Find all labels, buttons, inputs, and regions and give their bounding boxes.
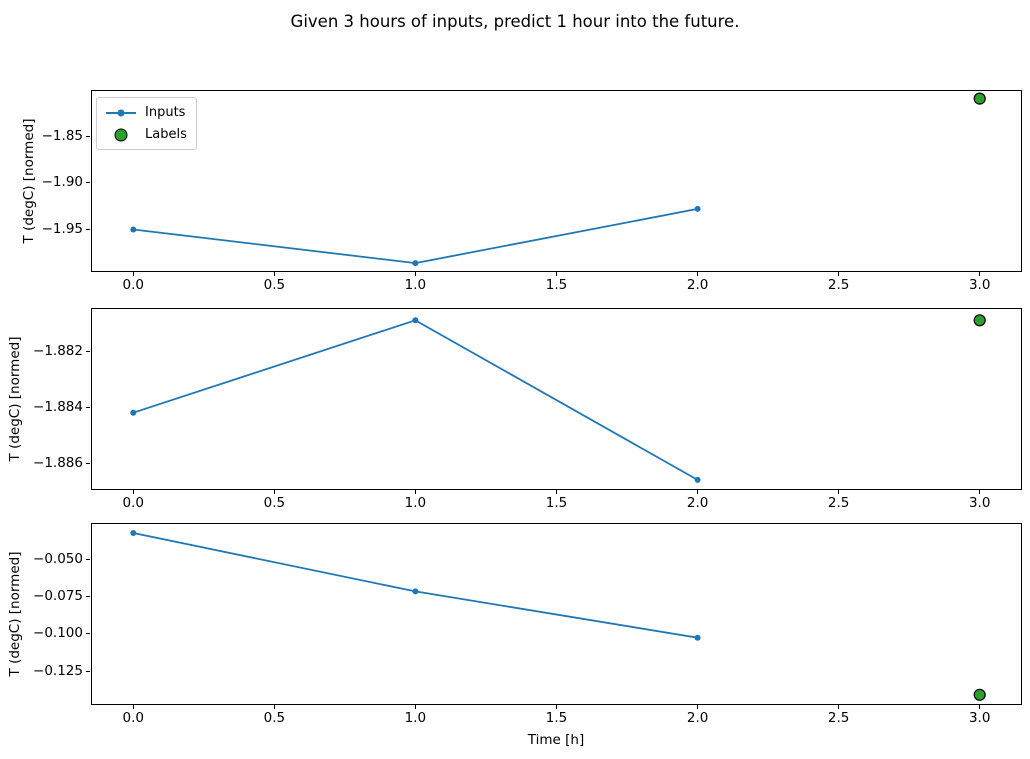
y-tick-mark	[86, 670, 90, 672]
subplot-1-plot	[130, 92, 986, 267]
y-tick-mark	[86, 350, 90, 352]
subplot-3-plot	[130, 530, 986, 701]
y-tick-label: −0.050	[33, 550, 83, 567]
x-tick-mark	[979, 272, 981, 276]
x-tick-mark	[132, 490, 134, 494]
x-tick-label: 1.0	[404, 710, 427, 726]
legend-item-labels: Labels	[106, 125, 187, 144]
y-tick-label: −0.100	[33, 625, 83, 642]
x-tick-label: 1.5	[545, 277, 568, 293]
legend-label-labels: Labels	[145, 127, 187, 142]
y-tick-mark	[86, 182, 90, 184]
subplot-1-frame	[91, 90, 1022, 272]
inputs-marker-icon	[117, 109, 125, 116]
x-tick-mark	[979, 705, 981, 709]
x-tick-mark	[979, 490, 981, 494]
legend: Inputs Labels	[96, 97, 197, 150]
y-tick-label: −1.90	[41, 174, 83, 191]
x-tick-mark	[414, 705, 416, 709]
x-tick-label: 1.5	[545, 495, 568, 511]
labels-point	[973, 92, 986, 105]
y-tick-mark	[86, 633, 90, 635]
x-tick-label: 0.0	[122, 277, 145, 293]
figure-title: Given 3 hours of inputs, predict 1 hour …	[290, 12, 740, 31]
inputs-point	[412, 588, 419, 595]
x-tick-mark	[838, 490, 840, 494]
subplot-2-frame	[91, 308, 1022, 490]
y-tick-label: −0.075	[33, 587, 83, 604]
y-tick-label: −0.125	[33, 662, 83, 679]
subplot-2: T (degC) [normed] 0.0 0.5 1.0 1.5 2.0 2.5 3.0−…	[7, 308, 1022, 511]
x-tick-mark	[697, 705, 699, 709]
inputs-point	[412, 317, 419, 324]
labels-marker-sample-icon	[106, 128, 136, 141]
subplot-3-ylabel: T (degC) [normed]	[7, 551, 23, 677]
x-tick-mark	[132, 705, 134, 709]
labels-point	[973, 314, 986, 327]
x-tick-label: 0.0	[122, 495, 145, 511]
x-tick-label: 1.0	[404, 495, 427, 511]
y-tick-mark	[86, 595, 90, 597]
inputs-point	[130, 226, 137, 233]
inputs-point	[694, 634, 701, 641]
x-tick-label: 0.0	[122, 710, 145, 726]
x-tick-label: 3.0	[968, 495, 991, 511]
y-tick-label: −1.85	[41, 127, 83, 144]
x-tick-label: 1.5	[545, 710, 568, 726]
x-tick-label: 2.0	[686, 495, 709, 511]
x-tick-label: 2.5	[827, 277, 850, 293]
labels-circle-icon	[114, 128, 128, 141]
legend-item-inputs: Inputs	[106, 103, 187, 122]
subplot-3: T (degC) [normed] Time [h] 0.0 0.5 1.0 1.5 2…	[7, 523, 1022, 748]
x-tick-mark	[697, 272, 699, 276]
x-tick-label: 2.0	[686, 277, 709, 293]
inputs-point	[130, 530, 137, 536]
inputs-point	[694, 205, 701, 212]
y-tick-label: −1.882	[33, 342, 83, 359]
x-tick-mark	[273, 490, 275, 494]
inputs-line	[133, 532, 698, 639]
x-tick-mark	[132, 272, 134, 276]
inputs-line-sample-icon	[106, 107, 136, 119]
x-tick-mark	[273, 272, 275, 276]
x-tick-label: 3.0	[968, 277, 991, 293]
x-tick-label: 0.5	[263, 277, 286, 293]
y-tick-mark	[86, 229, 90, 230]
x-tick-mark	[556, 705, 557, 709]
y-tick-mark	[86, 406, 90, 408]
x-tick-label: 2.5	[827, 710, 850, 726]
labels-point	[973, 688, 986, 701]
y-tick-label: −1.886	[33, 454, 83, 471]
y-tick-mark	[86, 558, 90, 560]
x-tick-mark	[414, 490, 416, 494]
inputs-point	[412, 260, 419, 267]
y-tick-mark	[86, 135, 90, 137]
subplot-1: T (degC) [normed] Inputs Labels 0.0 0.5 1.…	[21, 90, 1022, 293]
x-tick-mark	[838, 272, 840, 276]
inputs-point	[130, 409, 137, 416]
x-tick-label: 2.5	[827, 495, 850, 511]
inputs-line	[133, 208, 698, 265]
subplot-3-frame	[91, 523, 1022, 705]
y-tick-mark	[86, 462, 90, 464]
x-tick-mark	[556, 272, 557, 276]
subplot-2-plot	[130, 314, 986, 483]
x-tick-mark	[273, 705, 275, 709]
x-tick-label: 0.5	[263, 495, 286, 511]
x-tick-label: 3.0	[968, 710, 991, 726]
y-tick-label: −1.95	[41, 221, 83, 237]
legend-label-inputs: Inputs	[145, 105, 186, 120]
x-axis-label: Time [h]	[527, 732, 585, 748]
inputs-point	[694, 476, 701, 483]
x-tick-label: 2.0	[686, 710, 709, 726]
x-tick-label: 0.5	[263, 710, 286, 726]
inputs-line	[133, 319, 699, 481]
x-tick-mark	[414, 272, 416, 276]
x-tick-label: 1.0	[404, 277, 427, 293]
y-tick-label: −1.884	[33, 398, 83, 415]
x-tick-mark	[838, 705, 840, 709]
x-tick-mark	[697, 490, 699, 494]
x-tick-mark	[556, 490, 557, 494]
